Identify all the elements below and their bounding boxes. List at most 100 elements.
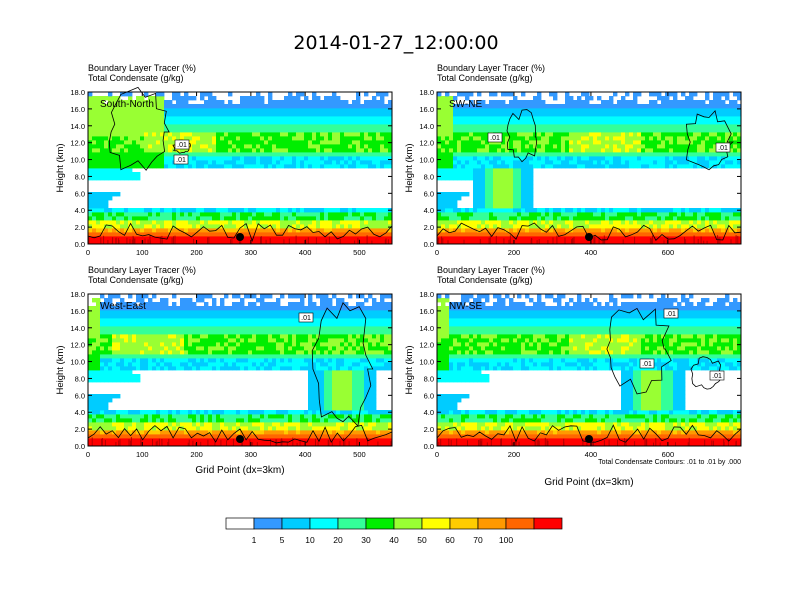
heatmap-cell <box>553 128 558 133</box>
heatmap-cell <box>376 156 381 161</box>
heatmap-cell <box>561 128 566 133</box>
heatmap-cell <box>136 322 141 327</box>
heatmap-cell <box>685 240 690 245</box>
heatmap-cell <box>649 152 654 157</box>
heatmap-cell <box>661 156 666 161</box>
heatmap-cell <box>713 164 718 169</box>
heatmap-cell <box>248 116 253 121</box>
heatmap-cell <box>437 104 442 109</box>
heatmap-cell <box>336 116 341 121</box>
heatmap-cell <box>657 144 662 149</box>
heatmap-cell <box>108 160 113 165</box>
heatmap-cell <box>501 152 506 157</box>
heatmap-cell <box>108 176 113 181</box>
heatmap-cell <box>340 224 345 229</box>
heatmap-cell <box>112 220 117 225</box>
heatmap-cell <box>485 240 490 245</box>
heatmap-cell <box>457 212 462 217</box>
heatmap-cell <box>445 108 450 113</box>
heatmap-cell <box>272 228 277 233</box>
heatmap-cell <box>280 112 285 117</box>
heatmap-cell <box>713 104 718 109</box>
heatmap-cell <box>457 168 462 173</box>
heatmap-cell <box>104 442 109 447</box>
heatmap-cell <box>573 156 578 161</box>
heatmap-cell <box>136 240 141 245</box>
heatmap-cell <box>344 152 349 157</box>
heatmap-cell <box>136 350 141 355</box>
heatmap-cell <box>553 152 558 157</box>
heatmap-cell <box>328 212 333 217</box>
heatmap-cell <box>517 224 522 229</box>
heatmap-cell <box>633 124 638 129</box>
heatmap-cell <box>701 108 706 113</box>
heatmap-cell <box>324 148 329 153</box>
heatmap-cell <box>340 152 345 157</box>
heatmap-cell <box>581 208 586 213</box>
heatmap-cell <box>517 184 522 189</box>
heatmap-cell <box>701 224 706 229</box>
heatmap-cell <box>356 220 361 225</box>
heatmap-cell <box>737 144 742 149</box>
heatmap-cell <box>216 128 221 133</box>
heatmap-cell <box>605 160 610 165</box>
heatmap-cell <box>200 232 205 237</box>
heatmap-cell <box>465 232 470 237</box>
heatmap-cell <box>204 228 209 233</box>
heatmap-cell <box>661 104 666 109</box>
heatmap-cell <box>112 358 117 363</box>
heatmap-cell <box>717 232 722 237</box>
heatmap-cell <box>657 216 662 221</box>
heatmap-cell <box>669 104 674 109</box>
heatmap-cell <box>92 394 97 399</box>
heatmap-cell <box>645 140 650 145</box>
heatmap-cell <box>380 236 385 241</box>
heatmap-cell <box>609 156 614 161</box>
heatmap-cell <box>96 160 101 165</box>
heatmap-cell <box>216 228 221 233</box>
heatmap-cell <box>140 314 145 319</box>
heatmap-cell <box>128 168 133 173</box>
heatmap-cell <box>457 128 462 133</box>
heatmap-cell <box>216 116 221 121</box>
heatmap-cell <box>593 132 598 137</box>
heatmap-cell <box>128 132 133 137</box>
heatmap-cell <box>509 220 514 225</box>
heatmap-cell <box>272 220 277 225</box>
heatmap-cell <box>152 100 157 105</box>
heatmap-cell <box>132 418 137 423</box>
heatmap-cell <box>461 220 466 225</box>
heatmap-cell <box>284 164 289 169</box>
heatmap-cell <box>641 212 646 217</box>
heatmap-cell <box>625 232 630 237</box>
heatmap-cell <box>529 176 534 181</box>
heatmap-cell <box>665 228 670 233</box>
heatmap-cell <box>204 108 209 113</box>
y-tick-label: 10.0 <box>70 156 85 165</box>
heatmap-cell <box>132 224 137 229</box>
heatmap-cell <box>336 140 341 145</box>
heatmap-cell <box>148 124 153 129</box>
heatmap-cell <box>264 236 269 241</box>
heatmap-cell <box>296 136 301 141</box>
heatmap-cell <box>204 132 209 137</box>
heatmap-cell <box>685 224 690 229</box>
heatmap-cell <box>641 160 646 165</box>
heatmap-cell <box>244 104 249 109</box>
heatmap-cell <box>729 120 734 125</box>
heatmap-cell <box>228 112 233 117</box>
heatmap-cell <box>260 100 265 105</box>
heatmap-cell <box>501 160 506 165</box>
heatmap-cell <box>645 116 650 121</box>
heatmap-cell <box>188 132 193 137</box>
heatmap-cell <box>529 216 534 221</box>
heatmap-cell <box>220 120 225 125</box>
heatmap-cell <box>100 168 105 173</box>
heatmap-cell <box>96 430 101 435</box>
heatmap-cell <box>384 104 389 109</box>
heatmap-cell <box>601 132 606 137</box>
heatmap-cell <box>332 148 337 153</box>
heatmap-cell <box>625 236 630 241</box>
heatmap-cell <box>108 216 113 221</box>
heatmap-cell <box>637 236 642 241</box>
